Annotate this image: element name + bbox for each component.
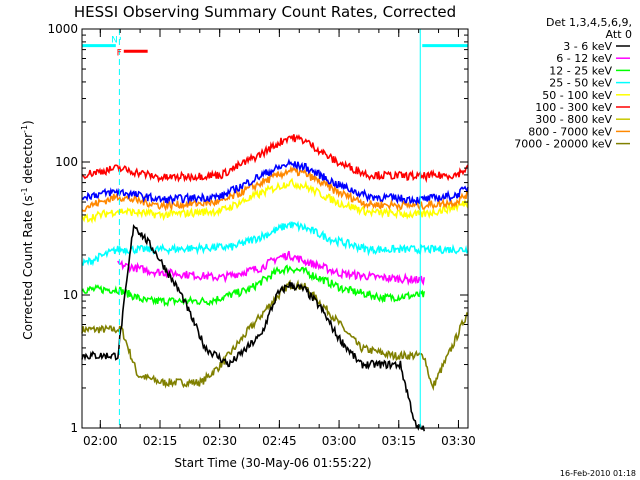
y-axis-label-sup-1: -1 <box>20 187 29 195</box>
legend-entry-1: 6 - 12 keV <box>556 52 612 65</box>
x-tick-label-0: 02:00 <box>83 434 118 448</box>
series-line-2 <box>81 264 425 307</box>
x-tick-label-3: 02:45 <box>262 434 297 448</box>
plot-area: NF <box>81 29 469 432</box>
y-axis-label-part-3: ) <box>21 120 35 125</box>
legend-title-line-2: Att 0 <box>606 28 632 41</box>
y-tick-label-1: 10 <box>63 288 78 302</box>
y-axis-label-part-1: Corrected Count Rate (s <box>21 195 35 339</box>
legend-entry-3: 25 - 50 keV <box>549 77 612 90</box>
axis-frame <box>81 28 469 429</box>
legend-entry-7: 800 - 7000 keV <box>528 125 612 138</box>
y-tick-label-0: 1 <box>70 421 78 435</box>
footer-timestamp: 16-Feb-2010 01:18 <box>560 469 636 478</box>
legend-title-line-1: Det 1,3,4,5,6,9, <box>546 16 632 29</box>
y-tick-label-2: 100 <box>55 155 78 169</box>
x-tick-label-6: 03:30 <box>441 434 476 448</box>
y-axis-label-part-2: detector <box>21 133 35 188</box>
series-line-4 <box>81 177 469 224</box>
series-line-3 <box>82 220 469 267</box>
series-line-5 <box>81 133 469 184</box>
y-tick-label-3: 1000 <box>47 22 78 36</box>
series-line-7 <box>81 165 469 213</box>
plot-frame <box>81 28 469 429</box>
legend-entry-2: 12 - 25 keV <box>549 64 612 77</box>
x-tick-label-2: 02:30 <box>202 434 237 448</box>
x-tick-label-4: 03:00 <box>322 434 357 448</box>
legend-entry-0: 3 - 6 keV <box>563 40 612 53</box>
x-axis-ticks: 02:00 02:15 02:30 02:45 03:00 03:15 03:30 <box>83 29 476 448</box>
flag-label-1: N <box>111 35 118 45</box>
y-axis-ticks: 1 10 100 1000 <box>47 22 468 435</box>
x-tick-label-1: 02:15 <box>143 434 178 448</box>
flag-label-3: F <box>117 48 122 58</box>
x-tick-label-5: 03:15 <box>381 434 416 448</box>
legend-entry-6: 300 - 800 keV <box>535 113 612 126</box>
series-line-0 <box>81 224 425 432</box>
chart-title: HESSI Observing Summary Count Rates, Cor… <box>74 3 456 21</box>
series-line-9 <box>81 158 469 206</box>
x-axis-label: Start Time (30-May-06 01:55:22) <box>174 456 371 470</box>
legend-entry-5: 100 - 300 keV <box>535 101 612 114</box>
y-axis-label-sup-2: -1 <box>20 125 29 133</box>
y-axis-label: Corrected Count Rate (s-1 detector-1) <box>20 120 35 339</box>
legend-entry-4: 50 - 100 keV <box>542 89 612 102</box>
legend-entry-8: 7000 - 20000 keV <box>514 138 612 151</box>
